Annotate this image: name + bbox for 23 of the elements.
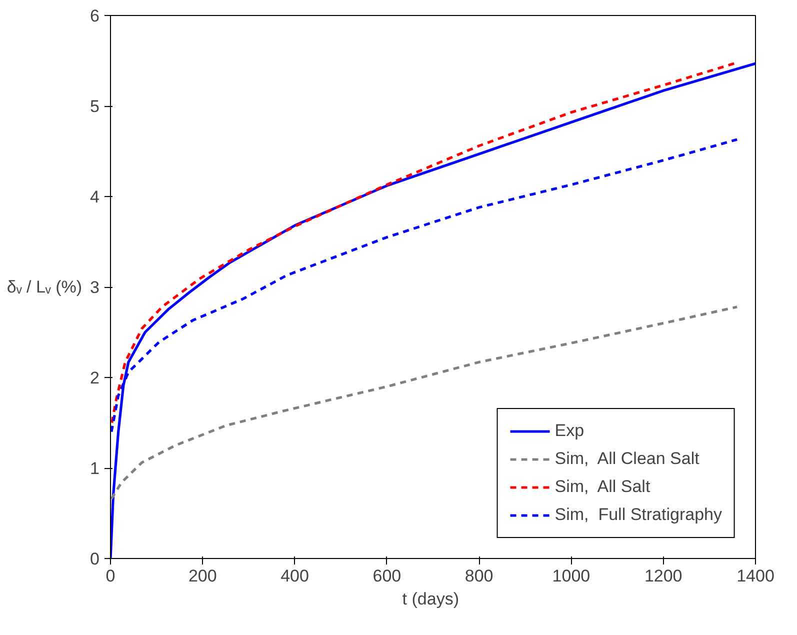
- y-tick-label: 0: [90, 550, 100, 568]
- y-tick-label: 4: [90, 188, 100, 206]
- legend-label: Sim, All Clean Salt: [554, 449, 700, 469]
- x-tick-label: 800: [464, 566, 494, 586]
- line-series: [110, 62, 756, 558]
- x-tick-label: 1200: [644, 566, 682, 586]
- y-tick-label: 3: [90, 278, 100, 297]
- x-axis-title: t (days): [402, 590, 459, 608]
- x-tick-label: 200: [188, 566, 217, 586]
- x-tick-label: 1400: [736, 566, 774, 586]
- legend-label: Sim, Full Stratigraphy: [554, 505, 722, 525]
- x-tick-label: 1000: [552, 566, 590, 586]
- line-series: [110, 306, 738, 500]
- x-tick-label: 600: [372, 566, 402, 586]
- legend-label: Sim, All Salt: [554, 477, 650, 497]
- y-axis-title: δᵥ / Lᵥ (%): [6, 278, 82, 296]
- y-tick-label: 2: [90, 368, 100, 388]
- x-tick-label: 400: [280, 566, 309, 586]
- y-tick-label: 5: [90, 97, 100, 116]
- x-tick-label: 0: [106, 566, 116, 586]
- legend-label: Exp: [554, 421, 584, 441]
- y-tick-label: 1: [90, 459, 100, 478]
- y-tick-label: 6: [90, 6, 100, 26]
